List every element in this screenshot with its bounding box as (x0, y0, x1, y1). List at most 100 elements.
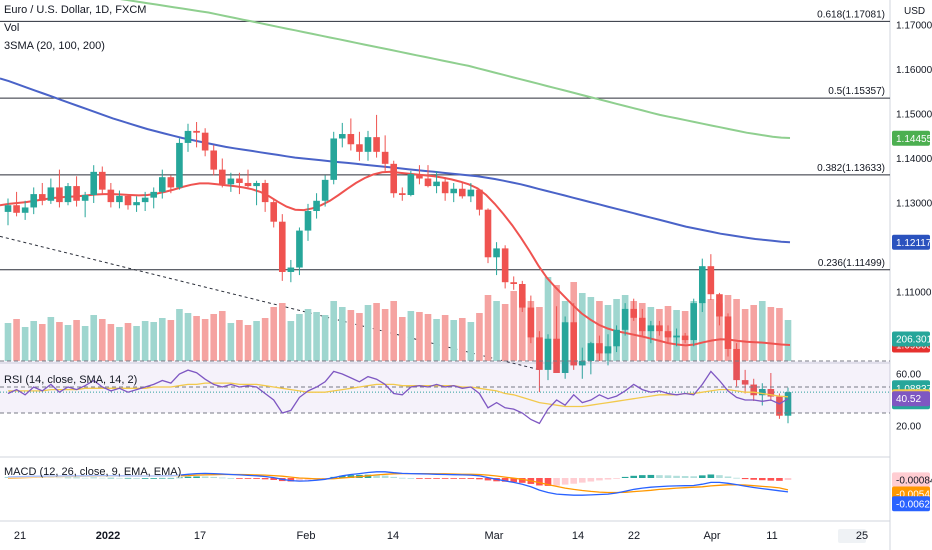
candle-body[interactable] (30, 194, 38, 208)
volume-legend[interactable]: Vol (4, 22, 20, 34)
candle-body[interactable] (150, 191, 158, 198)
candle-body[interactable] (536, 337, 543, 370)
candle-body[interactable] (501, 248, 509, 283)
candle-body[interactable] (270, 202, 278, 222)
candle-body[interactable] (81, 194, 89, 201)
candle-body[interactable] (184, 130, 192, 143)
candle-body[interactable] (493, 248, 500, 258)
candle-body[interactable] (4, 205, 12, 212)
candle-body[interactable] (690, 303, 698, 341)
candle-body[interactable] (158, 177, 166, 192)
candle-body[interactable] (553, 338, 560, 373)
sma-200-line[interactable] (0, 0, 791, 139)
candle-body[interactable] (261, 182, 269, 203)
candle-body[interactable] (776, 396, 783, 416)
candle-body[interactable] (441, 181, 449, 194)
candle-body[interactable] (424, 178, 432, 187)
candle-body[interactable] (73, 186, 80, 201)
candle-body[interactable] (476, 189, 483, 210)
candle-body[interactable] (398, 193, 406, 195)
sma-legend[interactable]: 3SMA (20, 100, 200) (4, 40, 105, 52)
candle-body[interactable] (467, 189, 475, 197)
price-tag[interactable]: 1.12117 (892, 234, 932, 250)
candle-body[interactable] (544, 338, 552, 370)
candle-body[interactable] (330, 138, 338, 180)
candle-body[interactable] (416, 174, 423, 179)
rsi-line[interactable] (7, 369, 789, 425)
candle-body[interactable] (124, 195, 132, 206)
candle-body[interactable] (356, 144, 363, 152)
candle-body[interactable] (98, 171, 106, 190)
price-tag[interactable]: 1.14455 (892, 130, 932, 146)
candle-body[interactable] (707, 266, 715, 295)
candle-body[interactable] (133, 202, 140, 206)
candle-body[interactable] (621, 308, 629, 330)
candle-body[interactable] (218, 169, 226, 185)
candle-body[interactable] (570, 322, 578, 366)
candle-body[interactable] (167, 177, 175, 188)
macd-hist-tag[interactable]: -0.00084 (892, 472, 932, 488)
candle-body[interactable] (304, 211, 312, 231)
candle-body[interactable] (664, 331, 672, 338)
candle-body[interactable] (578, 360, 586, 366)
macd-value-tag[interactable]: -0.00627 (892, 496, 932, 512)
candle-body[interactable] (450, 188, 458, 194)
candle-body[interactable] (253, 182, 260, 187)
candle-body[interactable] (141, 197, 149, 203)
symbol-title[interactable]: Euro / U.S. Dollar, 1D, FXCM (4, 4, 147, 16)
candle-body[interactable] (647, 325, 655, 332)
candle-body[interactable] (518, 283, 526, 308)
candle-body[interactable] (313, 200, 320, 212)
candle-body[interactable] (227, 178, 235, 185)
candle-body[interactable] (193, 130, 200, 133)
candle-body[interactable] (458, 188, 466, 197)
candle-body[interactable] (484, 209, 492, 258)
candle-body[interactable] (433, 181, 440, 187)
candle-body[interactable] (638, 317, 646, 332)
candle-body[interactable] (698, 266, 706, 304)
candle-body[interactable] (90, 171, 98, 195)
candle-body[interactable] (338, 134, 346, 139)
candle-body[interactable] (767, 389, 775, 397)
candle-body[interactable] (21, 207, 29, 213)
candle-body[interactable] (741, 380, 749, 385)
candle-body[interactable] (724, 316, 732, 349)
rsi-sma-line[interactable] (8, 382, 789, 408)
rsi-legend[interactable]: RSI (14, close, SMA, 14, 2) (4, 374, 138, 386)
candle-body[interactable] (630, 308, 638, 318)
candle-body[interactable] (596, 343, 603, 354)
candle-body[interactable] (56, 187, 63, 203)
volume-tag[interactable]: 206.301K (892, 331, 932, 347)
candle-body[interactable] (347, 134, 355, 145)
trendline[interactable] (0, 235, 541, 371)
candle-body[interactable] (287, 267, 295, 272)
candle-body[interactable] (407, 174, 415, 195)
candle-body[interactable] (390, 163, 398, 194)
candle-body[interactable] (13, 205, 20, 213)
candle-body[interactable] (210, 150, 218, 170)
candle-body[interactable] (733, 348, 740, 381)
candle-body[interactable] (107, 189, 115, 203)
candle-body[interactable] (716, 294, 723, 317)
candle-body[interactable] (116, 195, 123, 203)
candle-body[interactable] (681, 335, 689, 341)
candle-body[interactable] (364, 137, 372, 152)
candle-body[interactable] (613, 329, 620, 347)
candle-body[interactable] (510, 282, 518, 284)
candle-body[interactable] (176, 142, 183, 188)
candle-body[interactable] (750, 384, 758, 396)
candle-body[interactable] (561, 322, 569, 373)
candle-body[interactable] (64, 186, 72, 203)
candle-body[interactable] (587, 343, 595, 361)
candle-body[interactable] (673, 335, 680, 338)
candle-body[interactable] (784, 392, 792, 416)
candle-body[interactable] (656, 325, 663, 332)
rsi-value-tag[interactable]: 40.52 (892, 391, 930, 407)
candle-body[interactable] (47, 187, 55, 201)
candle-body[interactable] (381, 151, 389, 164)
candle-body[interactable] (527, 307, 535, 338)
candle-body[interactable] (373, 137, 380, 152)
candle-body[interactable] (758, 389, 766, 396)
candle-body[interactable] (244, 182, 252, 187)
